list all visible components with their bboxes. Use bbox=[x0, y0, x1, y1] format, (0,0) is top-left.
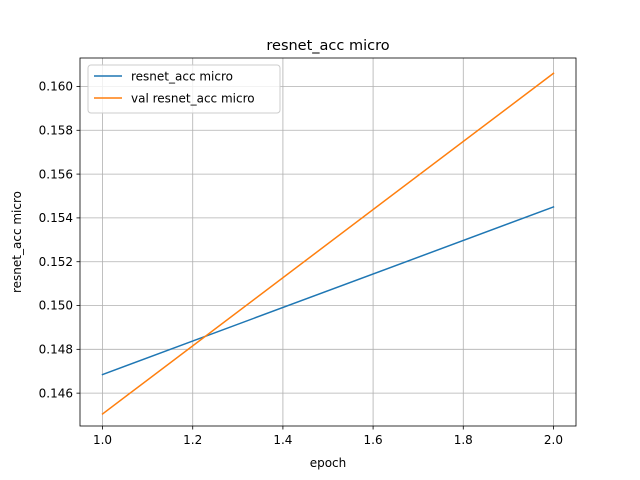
x-axis-label: epoch bbox=[310, 456, 347, 470]
y-tick-label: 0.160 bbox=[39, 80, 73, 94]
x-tick-label: 2.0 bbox=[544, 433, 563, 447]
y-tick-label: 0.150 bbox=[39, 299, 73, 313]
y-tick-label: 0.152 bbox=[39, 255, 73, 269]
legend-label: val resnet_acc micro bbox=[131, 92, 255, 106]
x-tick-label: 1.0 bbox=[93, 433, 112, 447]
x-tick-label: 1.2 bbox=[183, 433, 202, 447]
series-layer bbox=[101, 72, 555, 416]
series-line-2 bbox=[101, 72, 555, 416]
y-tick-label: 0.146 bbox=[39, 386, 73, 400]
chart-title: resnet_acc micro bbox=[266, 38, 389, 54]
grid-lines bbox=[80, 58, 576, 426]
x-tick-label: 1.6 bbox=[364, 433, 383, 447]
legend-box bbox=[87, 64, 281, 114]
axis-ticks: 1.0 1.2 1.4 1.6 1.8 2.0 0.146 0.148 0.150 0.152 0.… bbox=[39, 80, 563, 447]
y-tick-label: 0.148 bbox=[39, 343, 73, 357]
x-tick-label: 1.8 bbox=[454, 433, 473, 447]
y-tick-label: 0.154 bbox=[39, 211, 73, 225]
y-axis-label: resnet_acc micro bbox=[10, 191, 24, 293]
y-tick-label: 0.158 bbox=[39, 123, 73, 137]
plot-frame bbox=[79, 57, 577, 427]
series-line-1 bbox=[101, 205, 555, 376]
legend: resnet_acc micro val resnet_acc micro bbox=[87, 64, 281, 114]
legend-label: resnet_acc micro bbox=[131, 70, 233, 84]
y-tick-label: 0.156 bbox=[39, 167, 73, 181]
x-tick-label: 1.4 bbox=[273, 433, 292, 447]
